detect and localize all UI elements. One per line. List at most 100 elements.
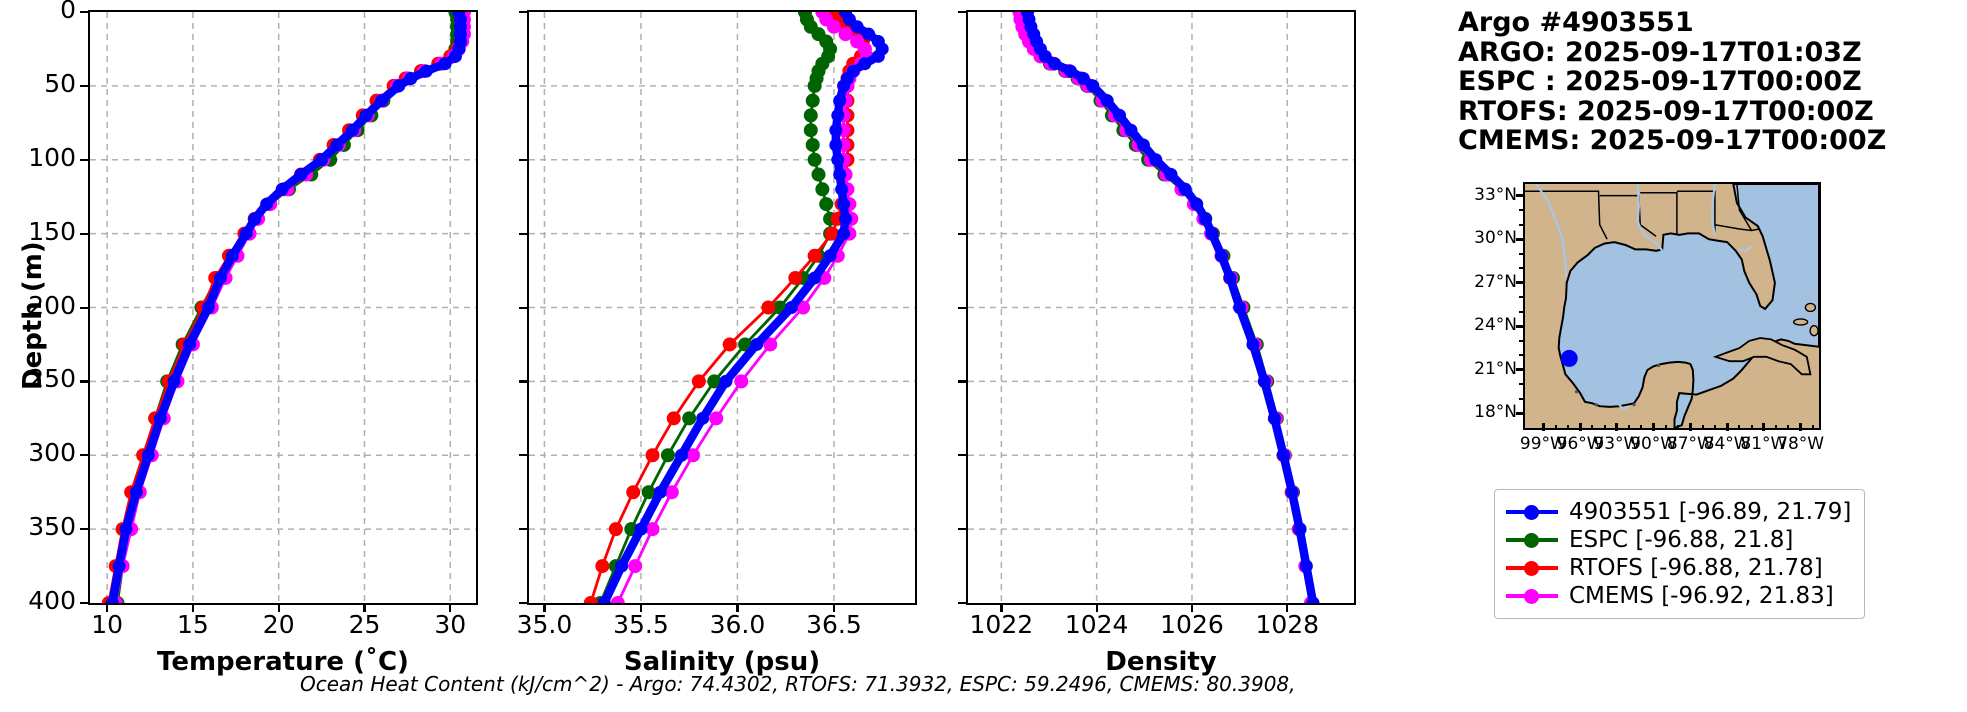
profile-metadata-header: Argo #4903551 ARGO: 2025-09-17T01:03Z ESPC… [1458,8,1886,156]
map-svg [1525,184,1819,428]
depth-tick-50: 50 [44,68,76,98]
depth-tick-150: 150 [28,216,76,246]
y-tickmark [958,306,966,309]
map-lat-tick-2: 27°N [1474,271,1517,292]
y-tickmark [80,232,88,235]
legend-item-0[interactable]: 4903551 [-96.89, 21.79] [1506,498,1851,526]
location-map [1523,182,1821,430]
temperature-tick-30: 30 [434,610,467,639]
x-tickmark [832,604,836,612]
y-tickmark [519,380,527,383]
map-lon-minor-tick [1787,425,1790,430]
map-lat-minor-tick [1519,310,1524,313]
y-tickmark [519,158,527,161]
map-lon-minor-tick [1713,425,1716,430]
y-tickmark [80,528,88,531]
temperature-tick-25: 25 [348,610,381,639]
map-lon-minor-tick [1811,425,1814,430]
salinity-plot-svg [529,12,915,603]
map-lon-minor-tick [1775,425,1778,430]
y-tickmark [958,454,966,457]
map-lon-minor-tick [1628,425,1631,430]
x-tickmark [639,604,643,612]
salinity-tick-36.0: 36.0 [709,610,766,639]
legend-swatch-icon [1506,558,1558,578]
map-lon-minor-tick [1750,425,1753,430]
legend-item-label: CMEMS [-96.92, 21.83] [1569,583,1834,609]
map-lon-minor-tick [1640,425,1643,430]
y-tickmark [519,528,527,531]
legend-item-2[interactable]: RTOFS [-96.88, 21.78] [1506,554,1851,582]
map-lon-tick-7: 78°W [1777,434,1825,454]
depth-tick-200: 200 [28,290,76,320]
y-tickmark [958,11,966,14]
temperature-axis-title: Temperature (˚C) [157,647,409,677]
y-tickmark [80,158,88,161]
map-lon-minor-tick [1603,425,1606,430]
y-tickmark [80,454,88,457]
header-line-4: CMEMS: 2025-09-17T00:00Z [1458,125,1887,156]
series-legend: 4903551 [-96.89, 21.79] ESPC [-96.88, 21.… [1494,489,1866,619]
depth-tick-300: 300 [28,438,76,468]
y-tickmark [519,84,527,88]
map-lat-tickmark [1516,194,1524,198]
map-lat-minor-tick [1519,223,1524,226]
legend-item-3[interactable]: CMEMS [-96.92, 21.83] [1506,582,1851,610]
ocean-heat-content-caption: Ocean Heat Content (kJ/cm^2) - Argo: 74.… [300,672,1296,696]
y-tickmark [80,380,88,383]
y-tickmark [958,602,966,605]
y-tickmark [80,84,88,88]
density-tick-1026: 1026 [1160,610,1224,639]
y-tickmark [958,528,966,531]
density-tick-1024: 1024 [1064,610,1129,639]
x-tickmark [277,604,280,612]
map-lat-tick-3: 24°N [1474,315,1517,336]
salinity-axis-title: Salinity (psu) [623,647,821,677]
x-tickmark [1000,604,1003,612]
map-lat-tickmark [1516,237,1524,241]
y-tickmark [519,602,527,605]
legend-item-1[interactable]: ESPC [-96.88, 21.8] [1506,526,1851,554]
header-line-3: RTOFS: 2025-09-17T00:00Z [1458,95,1874,127]
map-lon-tickmark [1541,423,1545,431]
y-tickmark [519,454,527,457]
x-tickmark [1190,604,1194,612]
salinity-tick-35.0: 35.0 [516,610,573,639]
map-lon-tick-2: 93°W [1593,434,1641,454]
salinity-plot-area [527,10,917,605]
map-lon-tickmark [1799,423,1803,431]
map-lon-tick-6: 81°W [1740,434,1788,454]
map-lon-minor-tick [1591,425,1594,430]
x-tickmark [449,604,452,612]
salinity-tick-35.5: 35.5 [613,610,669,639]
density-tick-1022: 1022 [969,610,1034,639]
map-lon-tickmark [1688,423,1692,431]
header-line-2: ESPC : 2025-09-17T00:00Z [1458,66,1862,97]
map-frame [1523,182,1821,430]
map-lon-minor-tick [1738,425,1741,430]
legend-swatch-icon [1506,502,1558,522]
depth-tick-350: 350 [28,512,76,542]
map-lat-tickmark [1516,411,1524,415]
temperature-tick-15: 15 [177,610,209,639]
map-lon-tick-5: 84°W [1703,434,1751,454]
map-lat-minor-tick [1519,267,1524,270]
temperature-tick-10: 10 [91,610,124,639]
legend-item-label: 4903551 [-96.89, 21.79] [1569,499,1852,525]
map-lat-minor-tick [1519,252,1524,255]
x-tickmark [1286,604,1289,612]
map-lon-minor-tick [1566,425,1569,430]
y-tickmark [958,232,966,235]
depth-tick-250: 250 [28,364,76,394]
map-lon-tickmark [1578,423,1582,431]
map-lat-tick-1: 30°N [1474,228,1517,249]
map-lon-minor-tick [1677,425,1680,430]
map-lat-tick-5: 18°N [1474,402,1517,423]
density-axis-title: Density [1105,647,1217,677]
map-lat-tick-4: 21°N [1474,358,1517,379]
map-lon-tick-4: 87°W [1666,434,1714,454]
y-tickmark [80,306,88,309]
salinity-tick-36.5: 36.5 [806,610,862,639]
map-lon-tickmark [1652,423,1656,431]
map-lat-tick-0: 33°N [1474,184,1517,205]
